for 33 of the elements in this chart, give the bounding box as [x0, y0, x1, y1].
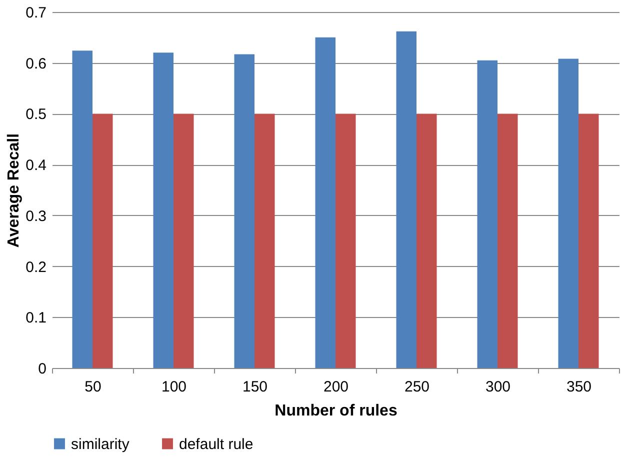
- x-tick-label: 200: [323, 378, 349, 396]
- bar: [477, 60, 498, 368]
- bar: [578, 114, 599, 368]
- y-tick-label: 0.1: [26, 310, 46, 327]
- x-tick-label: 300: [485, 378, 511, 396]
- y-tick-label: 0.7: [26, 4, 46, 22]
- x-tick-label: 50: [84, 378, 102, 396]
- y-tick-label: 0: [38, 360, 46, 378]
- legend-label: similarity: [71, 436, 130, 453]
- bar: [315, 37, 336, 368]
- x-tick-label: 100: [161, 378, 187, 396]
- bar: [153, 52, 174, 368]
- bar: [416, 114, 437, 368]
- bar: [498, 114, 518, 368]
- bar: [72, 50, 92, 368]
- x-tick-label: 250: [404, 378, 430, 396]
- bar: [558, 58, 578, 368]
- y-tick-label: 0.2: [26, 258, 46, 276]
- bar: [174, 114, 194, 368]
- bar: [254, 114, 275, 368]
- y-tick-label: 0.4: [26, 157, 46, 174]
- y-tick-label: 0.6: [26, 55, 46, 72]
- x-axis-title: Number of rules: [274, 402, 398, 420]
- y-tick-label: 0.5: [26, 106, 46, 124]
- bar: [92, 114, 113, 368]
- bar: [396, 31, 416, 368]
- bar: [336, 114, 356, 368]
- y-axis-title: Average Recall: [6, 133, 23, 248]
- x-tick-label: 350: [566, 378, 592, 396]
- bar: [234, 54, 254, 368]
- y-tick-label: 0.3: [26, 208, 46, 225]
- legend-label: default rule: [179, 436, 254, 453]
- x-tick-label: 150: [242, 378, 268, 396]
